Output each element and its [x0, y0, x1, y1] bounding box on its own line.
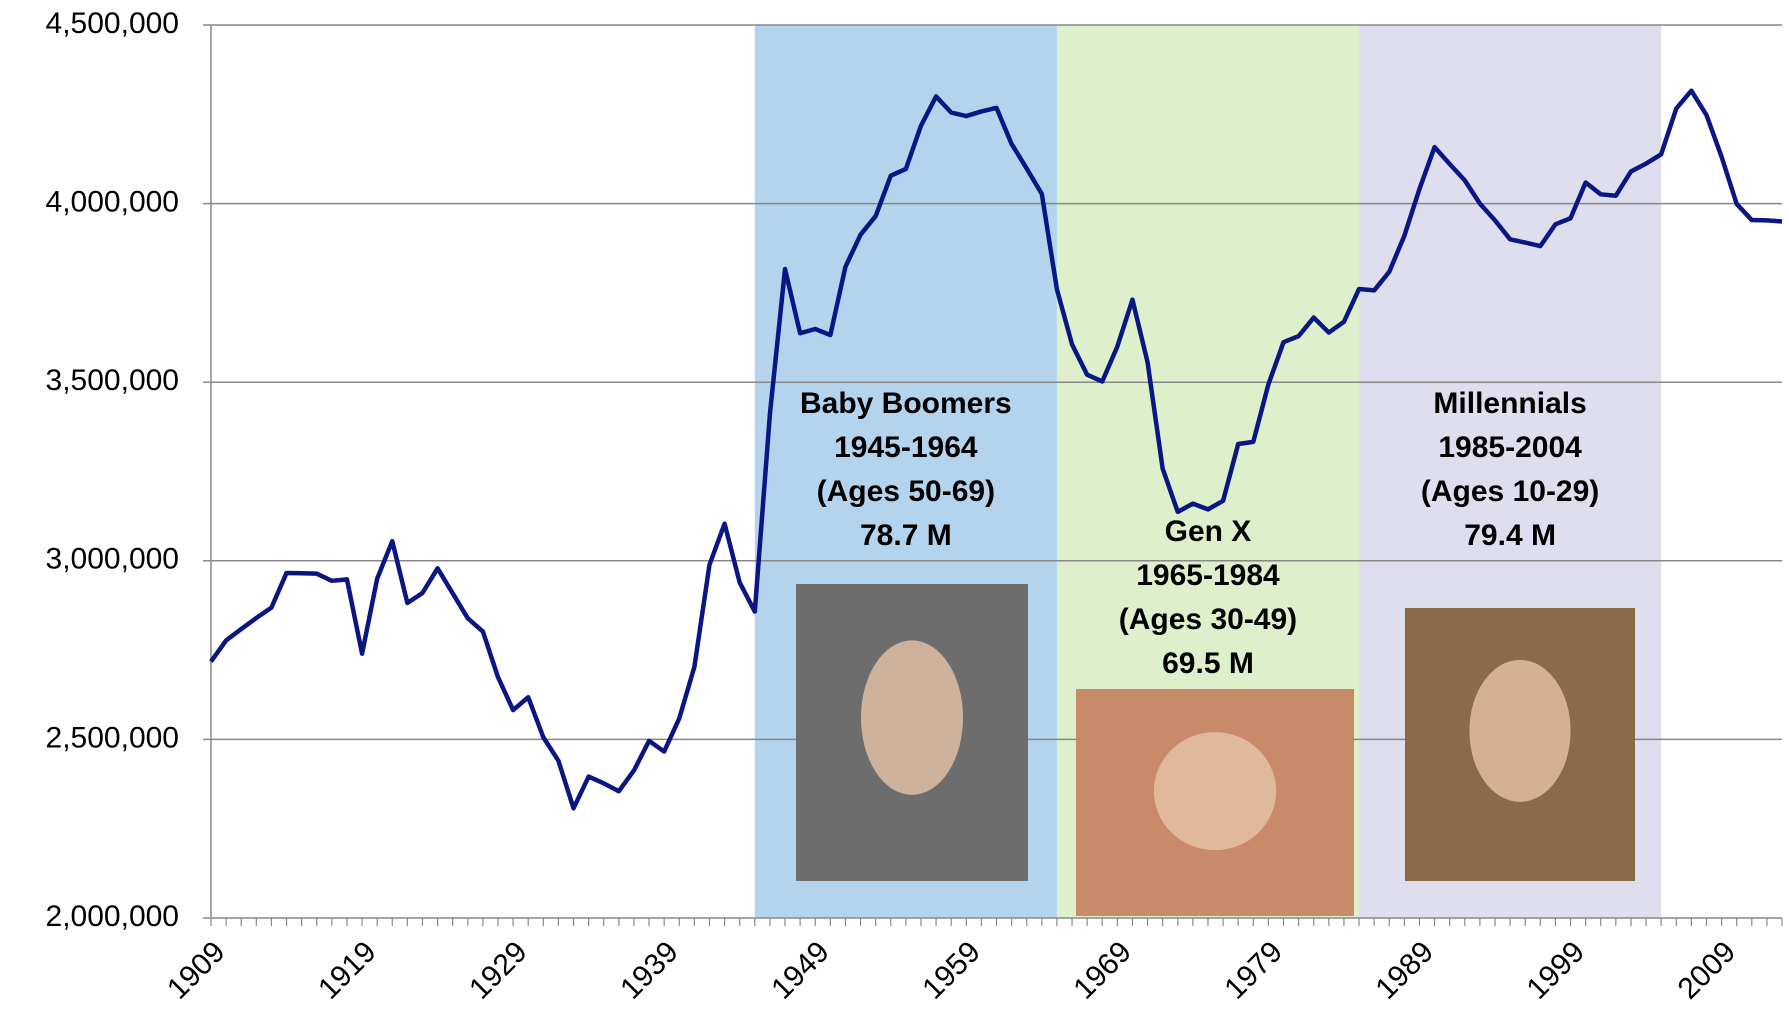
chart: 2,000,000 2,500,000 3,000,000 3,500,000 4,00… — [0, 0, 1789, 1019]
annotation-text: 69.5 M — [1162, 647, 1254, 680]
annotation-text: (Ages 10-29) — [1421, 475, 1599, 508]
annotation-text: (Ages 50-69) — [817, 475, 995, 508]
y-tick-label: 2,000,000 — [46, 900, 179, 933]
x-tick-label: 1999 — [1521, 935, 1592, 1006]
x-tick-label: 1969 — [1067, 935, 1138, 1006]
annotation-text: 1985-2004 — [1438, 431, 1582, 464]
photo-face — [1469, 660, 1570, 802]
annotation-text: 1965-1984 — [1136, 559, 1280, 592]
y-tick-label: 3,000,000 — [46, 543, 179, 576]
x-tick-label: 1949 — [765, 935, 836, 1006]
x-tick-label: 1959 — [916, 935, 987, 1006]
y-tick-label: 4,000,000 — [46, 186, 179, 219]
y-tick-label: 3,500,000 — [46, 364, 179, 397]
x-tick-label: 1909 — [161, 935, 232, 1006]
annotation-text: (Ages 30-49) — [1119, 603, 1297, 636]
y-tick-label: 4,500,000 — [46, 7, 179, 40]
x-tick-label: 2009 — [1672, 935, 1743, 1006]
x-tick-label: 1979 — [1218, 935, 1289, 1006]
photo-face — [861, 640, 963, 794]
x-tick-label: 1989 — [1369, 935, 1440, 1006]
annotation-text: Baby Boomers — [800, 387, 1012, 420]
y-tick-label: 2,500,000 — [46, 721, 179, 754]
annotation-text: Gen X — [1165, 515, 1252, 548]
annotation-text: Millennials — [1433, 387, 1586, 420]
x-tick-label: 1919 — [312, 935, 383, 1006]
x-tick-label: 1939 — [614, 935, 685, 1006]
annotation-text: 1945-1964 — [834, 431, 978, 464]
x-tick-label: 1929 — [463, 935, 534, 1006]
annotation-text: 79.4 M — [1464, 519, 1556, 552]
photo-face — [1154, 732, 1276, 850]
annotation-text: 78.7 M — [860, 519, 952, 552]
